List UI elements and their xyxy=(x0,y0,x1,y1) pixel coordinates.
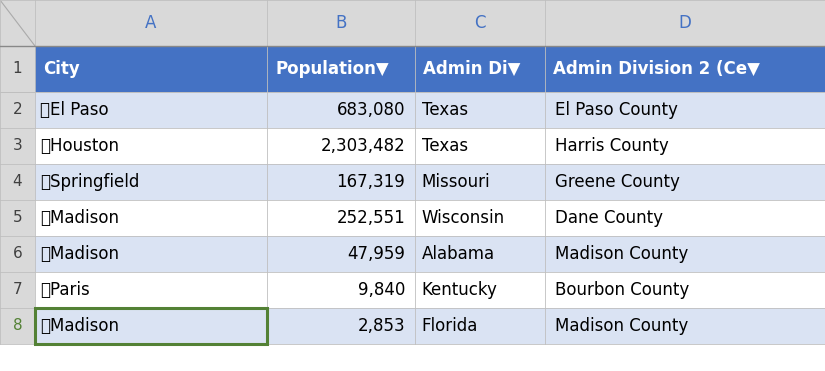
Text: C: C xyxy=(474,14,486,32)
Text: D: D xyxy=(678,14,691,32)
Bar xyxy=(0,92,35,128)
Text: Florida: Florida xyxy=(422,317,478,335)
Text: Dane County: Dane County xyxy=(555,209,663,227)
Bar xyxy=(0,236,35,272)
Bar xyxy=(415,92,545,128)
Bar xyxy=(35,308,267,344)
Text: 3: 3 xyxy=(12,138,22,154)
Text: 683,080: 683,080 xyxy=(337,101,405,119)
Bar xyxy=(0,200,35,236)
Text: 🗺Paris: 🗺Paris xyxy=(40,281,90,299)
Text: 🗺El Paso: 🗺El Paso xyxy=(40,101,109,119)
Bar xyxy=(0,46,35,92)
Text: Bourbon County: Bourbon County xyxy=(555,281,689,299)
Bar xyxy=(415,46,545,92)
Bar xyxy=(35,46,267,92)
Text: 5: 5 xyxy=(12,210,22,226)
Text: Admin Division 2 (Ce▼: Admin Division 2 (Ce▼ xyxy=(554,60,760,78)
Bar xyxy=(267,128,415,164)
Bar xyxy=(545,128,825,164)
Text: B: B xyxy=(335,14,346,32)
Text: Madison County: Madison County xyxy=(555,245,688,263)
Bar xyxy=(35,308,267,344)
Bar xyxy=(415,200,545,236)
Text: 252,551: 252,551 xyxy=(337,209,405,227)
Text: Kentucky: Kentucky xyxy=(422,281,497,299)
Text: 🗺Madison: 🗺Madison xyxy=(40,245,119,263)
Text: Greene County: Greene County xyxy=(555,173,680,191)
Bar xyxy=(267,272,415,308)
Text: Texas: Texas xyxy=(422,101,468,119)
Bar xyxy=(267,308,415,344)
Text: Admin Di▼: Admin Di▼ xyxy=(423,60,521,78)
Bar xyxy=(545,46,825,92)
Bar xyxy=(35,164,267,200)
Bar xyxy=(0,128,35,164)
Bar xyxy=(0,0,35,46)
Text: Missouri: Missouri xyxy=(422,173,490,191)
Text: 🗺Madison: 🗺Madison xyxy=(40,317,119,335)
Bar xyxy=(35,128,267,164)
Bar xyxy=(415,128,545,164)
Bar xyxy=(0,308,35,344)
Bar xyxy=(35,200,267,236)
Bar xyxy=(545,92,825,128)
Bar xyxy=(545,272,825,308)
Text: Harris County: Harris County xyxy=(555,137,668,155)
Bar xyxy=(267,200,415,236)
Bar xyxy=(545,164,825,200)
Bar xyxy=(267,236,415,272)
Text: 167,319: 167,319 xyxy=(337,173,405,191)
Bar xyxy=(35,236,267,272)
Text: 1: 1 xyxy=(12,62,22,76)
Bar xyxy=(415,308,545,344)
Bar xyxy=(267,92,415,128)
Text: Wisconsin: Wisconsin xyxy=(422,209,505,227)
Bar xyxy=(267,164,415,200)
Bar xyxy=(267,0,415,46)
Text: 9,840: 9,840 xyxy=(358,281,405,299)
Text: Texas: Texas xyxy=(422,137,468,155)
Bar xyxy=(545,308,825,344)
Text: Alabama: Alabama xyxy=(422,245,495,263)
Text: 2,303,482: 2,303,482 xyxy=(320,137,405,155)
Bar xyxy=(0,164,35,200)
Text: 2: 2 xyxy=(12,102,22,118)
Text: 47,959: 47,959 xyxy=(347,245,405,263)
Text: A: A xyxy=(145,14,157,32)
Text: 🗺Madison: 🗺Madison xyxy=(40,209,119,227)
Bar xyxy=(415,0,545,46)
Bar xyxy=(415,164,545,200)
Text: 4: 4 xyxy=(12,174,22,190)
Bar xyxy=(415,236,545,272)
Bar xyxy=(0,0,35,46)
Text: Madison County: Madison County xyxy=(555,317,688,335)
Bar xyxy=(35,0,267,46)
Text: Population▼: Population▼ xyxy=(276,60,389,78)
Text: El Paso County: El Paso County xyxy=(555,101,678,119)
Text: 2,853: 2,853 xyxy=(357,317,405,335)
Bar xyxy=(0,272,35,308)
Text: 7: 7 xyxy=(12,282,22,298)
Bar xyxy=(415,272,545,308)
Text: 6: 6 xyxy=(12,246,22,262)
Text: 🗺Houston: 🗺Houston xyxy=(40,137,119,155)
Bar xyxy=(545,236,825,272)
Bar xyxy=(267,46,415,92)
Bar xyxy=(545,200,825,236)
Text: 🗺Springfield: 🗺Springfield xyxy=(40,173,139,191)
Bar xyxy=(35,92,267,128)
Text: City: City xyxy=(43,60,80,78)
Bar xyxy=(35,272,267,308)
Text: 8: 8 xyxy=(12,318,22,334)
Bar xyxy=(545,0,825,46)
